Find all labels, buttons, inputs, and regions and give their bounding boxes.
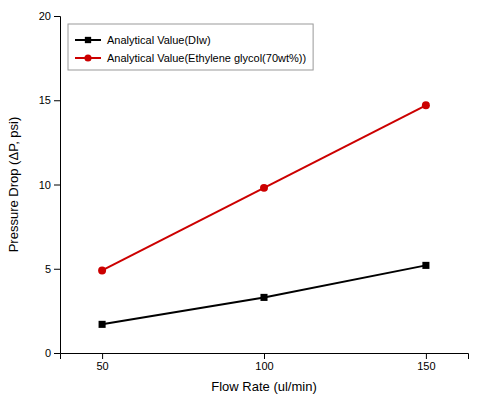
y-tick-label: 20: [39, 10, 51, 22]
chart-svg: 50 100 150 0 5 10 15 20 Flow Rate (ul/min) Pressu…: [0, 0, 486, 401]
x-axis: 50 100 150: [61, 353, 469, 372]
y-tick: 0: [45, 347, 60, 359]
x-tick-label: 100: [255, 360, 273, 372]
chart-container: 50 100 150 0 5 10 15 20 Flow Rate (ul/min) Pressu…: [0, 0, 486, 401]
x-tick-mark: [102, 353, 103, 359]
legend-item: Analytical Value(DIw): [75, 34, 211, 46]
y-tick-mark: [54, 269, 60, 270]
legend-label: Analytical Value(DIw): [107, 34, 211, 46]
y-tick-label: 15: [39, 94, 51, 106]
x-tick: 100: [255, 353, 273, 372]
x-axis-line: [61, 354, 469, 360]
series-marker: [99, 321, 106, 328]
y-tick-label: 10: [39, 179, 51, 191]
y-tick-mark: [54, 353, 60, 354]
y-axis-line: [54, 17, 61, 354]
x-tick: 150: [417, 353, 435, 372]
y-tick-mark: [54, 185, 60, 186]
series-line: [102, 265, 426, 324]
x-tick-mark: [426, 353, 427, 359]
legend-swatch-marker: [85, 37, 91, 43]
legend-label: Analytical Value(Ethylene glycol(70wt%)): [107, 52, 306, 64]
y-axis-label: Pressure Drop (ΔP, psi): [6, 117, 21, 253]
series-marker: [98, 266, 106, 274]
legend: Analytical Value(DIw) Analytical Value(Et…: [68, 24, 313, 70]
series-line: [102, 105, 426, 270]
series-marker: [260, 294, 267, 301]
y-tick-mark: [54, 100, 60, 101]
x-tick: 50: [96, 353, 108, 372]
series-marker: [260, 184, 268, 192]
y-tick: 10: [39, 179, 60, 191]
x-tick-mark: [264, 353, 265, 359]
x-tick-label: 150: [417, 360, 435, 372]
y-axis: 0 5 10 15 20: [39, 10, 61, 359]
y-tick-mark: [54, 16, 60, 17]
series-marker: [422, 262, 429, 269]
legend-box: [68, 24, 313, 70]
legend-item: Analytical Value(Ethylene glycol(70wt%)): [75, 52, 306, 64]
plot-area: [98, 101, 430, 328]
series-marker: [422, 101, 430, 109]
y-tick-label: 5: [45, 263, 51, 275]
legend-swatch-marker: [84, 54, 91, 61]
y-tick: 15: [39, 94, 60, 106]
x-tick-label: 50: [96, 360, 108, 372]
y-tick-label: 0: [45, 347, 51, 359]
y-tick: 5: [45, 263, 60, 275]
y-tick: 20: [39, 10, 60, 22]
x-axis-label: Flow Rate (ul/min): [211, 379, 316, 394]
